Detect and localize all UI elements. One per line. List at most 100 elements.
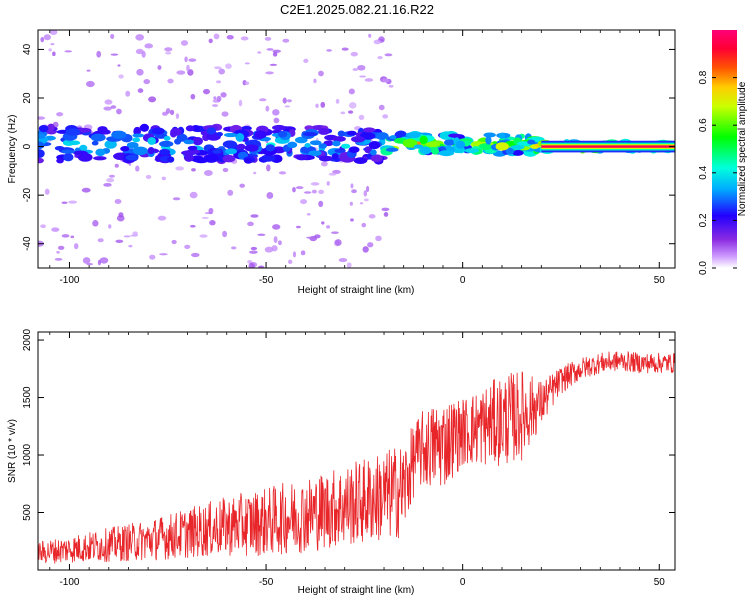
heatmap-speckle xyxy=(265,105,270,112)
heatmap-speckle xyxy=(189,191,198,199)
heatmap-speckle xyxy=(99,257,109,264)
heatmap-blob xyxy=(225,148,237,155)
heatmap-speckle xyxy=(320,101,326,108)
heatmap-blob xyxy=(212,149,222,154)
heatmap-blob xyxy=(182,150,193,156)
heatmap-speckle xyxy=(117,64,121,67)
heatmap-blob xyxy=(527,139,536,145)
heatmap-blob xyxy=(294,136,308,144)
heatmap-speckle xyxy=(264,36,272,41)
heatmap-blob xyxy=(111,130,127,139)
heatmap-speckle xyxy=(171,239,177,245)
heatmap-blob xyxy=(425,141,441,148)
heatmap-speckle xyxy=(359,202,364,205)
y-tick-label: 500 xyxy=(22,504,33,521)
heatmap-speckle xyxy=(96,50,102,58)
heatmap-speckle xyxy=(272,51,278,57)
heatmap-speckle xyxy=(384,53,393,57)
heatmap-speckle xyxy=(311,189,317,194)
heatmap-blob xyxy=(151,127,165,135)
spectrogram-y-label: Frequency (Hz) xyxy=(7,115,18,184)
heatmap-speckle xyxy=(259,98,267,102)
heatmap-speckle xyxy=(273,236,278,244)
heatmap-speckle xyxy=(303,191,312,194)
heatmap-blob xyxy=(337,130,345,137)
heatmap-speckle xyxy=(128,244,133,248)
y-tick-label: 1500 xyxy=(22,386,33,409)
heatmap-speckle xyxy=(64,50,72,53)
heatmap-speckle xyxy=(188,58,197,62)
heatmap-speckle xyxy=(104,99,113,105)
heatmap-blob xyxy=(120,146,130,152)
heatmap-speckle xyxy=(85,80,95,88)
heatmap-blob xyxy=(132,146,148,156)
heatmap-blob xyxy=(348,146,360,153)
heatmap-blob xyxy=(222,154,236,163)
heatmap-speckle xyxy=(135,34,145,41)
colorbar-tick-label: 0.0 xyxy=(698,261,709,275)
heatmap-blob xyxy=(104,140,117,149)
heatmap-speckle xyxy=(118,212,124,218)
heatmap-speckle xyxy=(209,220,216,226)
heatmap-speckle xyxy=(176,70,186,75)
heatmap-speckle xyxy=(300,199,308,205)
heatmap-blob xyxy=(350,136,366,143)
heatmap-speckle xyxy=(218,68,226,75)
heatmap-speckle xyxy=(359,75,367,78)
heatmap-speckle xyxy=(250,246,258,251)
heatmap-speckle xyxy=(48,48,52,52)
heatmap-speckle xyxy=(318,70,324,77)
heatmap-speckle xyxy=(86,263,94,266)
heatmap-speckle xyxy=(103,182,112,187)
heatmap-speckle xyxy=(352,68,359,71)
heatmap-speckle xyxy=(61,201,68,204)
heatmap-speckle xyxy=(363,190,368,197)
heatmap-speckle xyxy=(172,197,181,201)
heatmap-speckle xyxy=(110,105,117,109)
snr-plot-area xyxy=(38,332,675,570)
heatmap-speckle xyxy=(239,183,245,188)
heatmap-speckle xyxy=(50,43,55,46)
heatmap-blob xyxy=(147,137,157,145)
heatmap-blob xyxy=(419,146,432,155)
colorbar-tick-label: 0.8 xyxy=(698,70,709,84)
y-tick-label: 20 xyxy=(22,92,33,104)
heatmap-speckle xyxy=(368,214,376,219)
heatmap-speckle xyxy=(292,187,296,193)
heatmap-speckle xyxy=(248,262,255,268)
heatmap-speckle xyxy=(349,201,353,206)
heatmap-speckle xyxy=(348,110,354,114)
y-tick-label: 1000 xyxy=(22,443,33,466)
heatmap-speckle xyxy=(269,63,278,66)
heatmap-blob xyxy=(304,142,311,148)
heatmap-blob xyxy=(93,156,107,161)
heatmap-speckle xyxy=(40,224,47,229)
heatmap-speckle xyxy=(238,99,243,107)
heatmap-blob xyxy=(169,129,177,138)
heatmap-speckle xyxy=(157,65,162,70)
heatmap-speckle xyxy=(214,66,222,70)
heatmap-speckle xyxy=(331,231,339,234)
heatmap-speckle xyxy=(378,104,385,111)
heatmap-speckle xyxy=(118,74,124,79)
heatmap-speckle xyxy=(334,239,342,246)
heatmap-speckle xyxy=(123,235,131,238)
snr-x-label: Height of straight line (km) xyxy=(298,585,415,596)
heatmap-blob xyxy=(91,140,99,146)
heatmap-speckle xyxy=(190,93,196,100)
heatmap-blob xyxy=(385,147,399,152)
heatmap-speckle xyxy=(216,95,222,102)
heatmap-speckle xyxy=(184,244,191,249)
heatmap-speckle xyxy=(326,49,332,52)
y-tick-label: 2000 xyxy=(22,328,33,351)
spectrogram-panel: -100 -50 0 50 -40 -20 0 20 40 Height of straigh… xyxy=(7,29,676,296)
heatmap-blob xyxy=(478,143,492,151)
spectrogram-x-ticks: -100 -50 0 50 xyxy=(49,30,665,286)
y-tick-label: -40 xyxy=(22,236,33,251)
heatmap-blob xyxy=(495,142,509,151)
heatmap-speckle xyxy=(161,176,167,181)
spectrogram-frame xyxy=(37,29,676,269)
heatmap-speckle xyxy=(213,96,217,100)
heatmap-speckle xyxy=(149,254,156,260)
